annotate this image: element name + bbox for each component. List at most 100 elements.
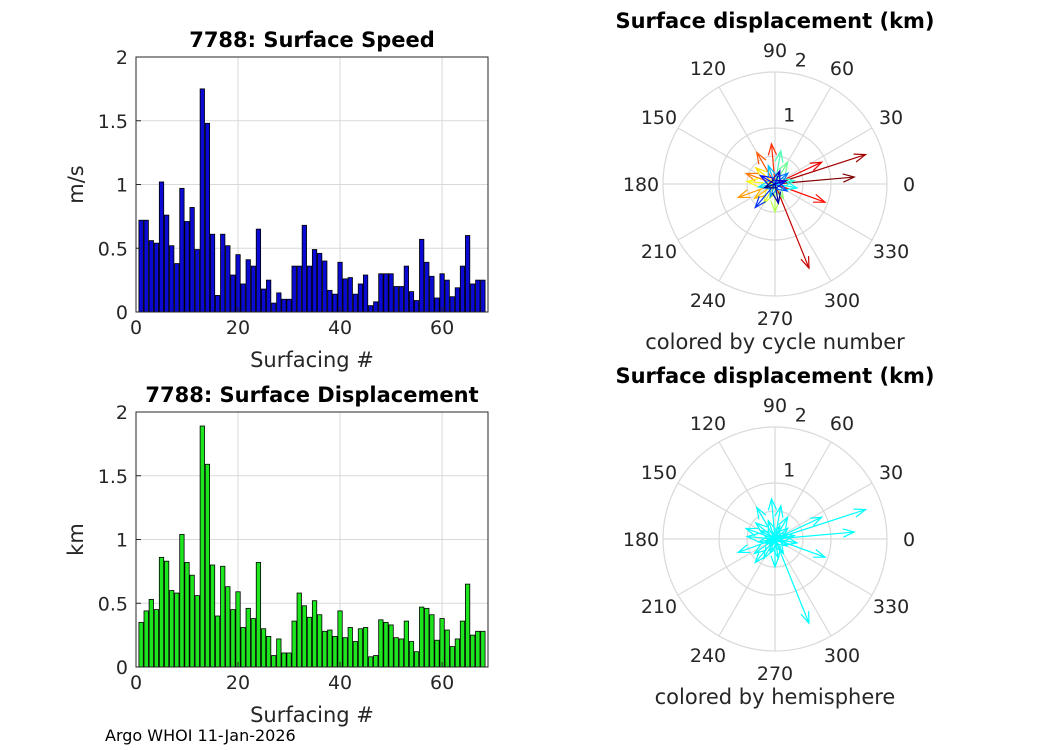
polar-cycle-vector-head: [755, 150, 767, 165]
polar-cycle-vector-head: [752, 188, 767, 200]
polar-hemisphere-vector-head: [785, 536, 799, 546]
polar-cycle-vector-head: [754, 196, 766, 209]
speed-title: 7788: Surface Speed: [189, 28, 435, 52]
polar-hemisphere-vector: [774, 538, 810, 624]
speed-bar: [164, 214, 170, 313]
polar-cycle-vector-head: [767, 142, 778, 156]
speed-bar: [424, 261, 430, 313]
displacement-bar: [347, 627, 353, 668]
displacement-bar: [266, 636, 272, 668]
speed-bar: [194, 249, 200, 313]
displacement-bar: [480, 630, 486, 668]
polar-hemisphere-vector: [774, 538, 779, 559]
displacement-bar: [449, 646, 455, 668]
displacement-bar: [419, 606, 425, 668]
displacement-bar: [164, 560, 170, 668]
speed-bar: [470, 283, 476, 313]
displacement-bar: [439, 618, 445, 668]
polar-cycle-vector: [764, 183, 776, 189]
speed-bar: [286, 298, 292, 313]
polar-hemisphere-vector-head: [773, 534, 788, 544]
speed-bar: [143, 219, 149, 313]
speed-bar: [311, 249, 318, 313]
polar-cycle-vector: [774, 172, 789, 185]
polar-hemisphere-vector: [764, 538, 776, 544]
displacement-bar: [322, 630, 328, 668]
polar-hemisphere-spoke: [774, 538, 873, 596]
polar-cycle-angle-label: 30: [879, 107, 903, 129]
polar-hemisphere-angle-label: 120: [690, 413, 726, 435]
speed-bar: [245, 259, 251, 313]
displacement-bar: [357, 628, 364, 668]
displacement-xtick-label: 20: [226, 672, 250, 694]
polar-hemisphere-vector: [774, 538, 798, 544]
polar-hemisphere-angle-label: 330: [873, 596, 909, 618]
polar-cycle-radial-label: 2: [795, 50, 807, 72]
polar-cycle-vector-head: [800, 256, 810, 270]
speed-bar: [398, 286, 404, 313]
polar-cycle-vector-head: [773, 179, 788, 189]
displacement-bar: [403, 620, 409, 668]
polar-cycle-spoke: [774, 183, 873, 241]
polar-cycle-caption: colored by cycle number: [645, 330, 905, 354]
polar-cycle-vector-head: [770, 200, 780, 214]
displacement-bar: [276, 638, 282, 668]
polar-hemisphere-caption: colored by hemisphere: [655, 685, 896, 709]
polar-cycle-vector: [767, 165, 776, 185]
displacement-xlabel: Surfacing #: [250, 703, 374, 727]
displacement-bar: [311, 600, 318, 668]
displacement-bar: [337, 610, 343, 668]
speed-bar: [230, 274, 236, 313]
displacement-bar: [434, 639, 440, 668]
speed-bar: [220, 233, 226, 313]
polar-cycle-angle-label: 270: [757, 308, 793, 330]
displacement-bar: [301, 605, 307, 668]
speed-bar: [362, 274, 369, 313]
speed-bar: [413, 300, 420, 313]
polar-cycle-angle-label: 210: [641, 241, 677, 263]
polar-cycle-radial-label: 1: [783, 104, 795, 126]
polar-hemisphere-vector-head: [842, 528, 856, 538]
speed-bar: [271, 302, 277, 313]
speed-bar: [281, 298, 287, 313]
displacement-xtick-label: 40: [328, 672, 352, 694]
polar-cycle-vector-head: [785, 181, 799, 191]
polar-cycle-vector-head: [771, 191, 782, 206]
speed-bar: [327, 289, 333, 313]
polar-hemisphere-vector-head: [762, 534, 777, 544]
displacement-bar: [465, 583, 471, 668]
polar-cycle-vector: [763, 183, 776, 204]
displacement-bar: [362, 627, 369, 668]
displacement-bar: [352, 641, 358, 668]
polar-hemisphere-vector-head: [758, 529, 773, 541]
polar-hemisphere-title: Surface displacement (km): [615, 364, 934, 388]
displacement-xtick-label: 60: [430, 672, 454, 694]
polar-hemisphere-vector-head: [754, 551, 766, 564]
polar-cycle-vector-head: [812, 194, 827, 203]
polar-cycle-vector-head: [771, 169, 781, 183]
polar-hemisphere-vector: [756, 507, 776, 540]
polar-hemisphere-spoke: [677, 538, 776, 596]
displacement-bar: [393, 637, 399, 668]
polar-cycle-vector: [769, 183, 776, 198]
displacement-bar: [138, 621, 144, 668]
polar-cycle-vector: [745, 172, 776, 185]
polar-cycle-vector: [756, 152, 776, 185]
polar-cycle-vector-head: [853, 153, 868, 163]
speed-bar: [357, 283, 364, 313]
displacement-bar: [225, 586, 231, 668]
displacement-bar: [143, 610, 149, 668]
speed-bar: [209, 233, 216, 313]
displacement-bar: [189, 574, 195, 668]
polar-hemisphere-chart: 0 30 60 90 120 150 180 210 240 270 300 330 1 2 Surface…: [615, 364, 934, 709]
polar-cycle-vector-head: [758, 174, 773, 186]
speed-xtick-label: 40: [328, 317, 352, 339]
speed-bar: [138, 219, 144, 313]
speed-bar: [347, 277, 353, 313]
speed-bar: [317, 252, 323, 313]
polar-cycle-vector: [774, 170, 781, 185]
speed-bar: [352, 293, 358, 313]
displacement-bar: [383, 621, 389, 668]
polar-hemisphere-vector-head: [771, 546, 782, 561]
polar-hemisphere-vector: [769, 538, 776, 553]
